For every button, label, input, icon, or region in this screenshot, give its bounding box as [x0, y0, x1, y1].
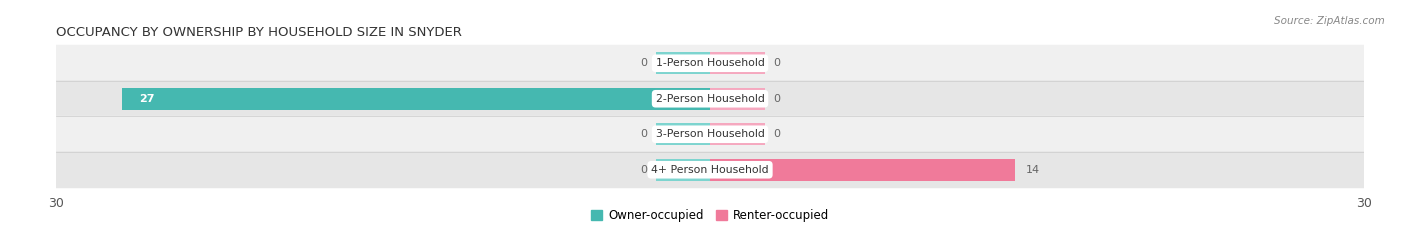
Text: Source: ZipAtlas.com: Source: ZipAtlas.com: [1274, 16, 1385, 26]
Text: 4+ Person Household: 4+ Person Household: [651, 165, 769, 175]
FancyBboxPatch shape: [55, 116, 1365, 153]
FancyBboxPatch shape: [55, 45, 1365, 82]
FancyBboxPatch shape: [55, 151, 1365, 188]
Text: 0: 0: [640, 58, 647, 68]
Text: OCCUPANCY BY OWNERSHIP BY HOUSEHOLD SIZE IN SNYDER: OCCUPANCY BY OWNERSHIP BY HOUSEHOLD SIZE…: [56, 26, 463, 39]
Bar: [122, 88, 710, 110]
Text: 1-Person Household: 1-Person Household: [655, 58, 765, 68]
Text: 0: 0: [773, 58, 780, 68]
Text: 0: 0: [640, 165, 647, 175]
Text: 27: 27: [139, 94, 155, 104]
Text: 3-Person Household: 3-Person Household: [655, 129, 765, 139]
Bar: [655, 123, 710, 145]
Text: 0: 0: [640, 129, 647, 139]
Bar: [710, 88, 765, 110]
Bar: [710, 159, 1015, 181]
Text: 14: 14: [1026, 165, 1040, 175]
Bar: [710, 123, 765, 145]
FancyBboxPatch shape: [55, 80, 1365, 117]
Text: 2-Person Household: 2-Person Household: [655, 94, 765, 104]
Text: 0: 0: [773, 94, 780, 104]
Legend: Owner-occupied, Renter-occupied: Owner-occupied, Renter-occupied: [586, 205, 834, 227]
Text: 0: 0: [773, 129, 780, 139]
Bar: [655, 52, 710, 74]
Bar: [655, 159, 710, 181]
Bar: [710, 52, 765, 74]
